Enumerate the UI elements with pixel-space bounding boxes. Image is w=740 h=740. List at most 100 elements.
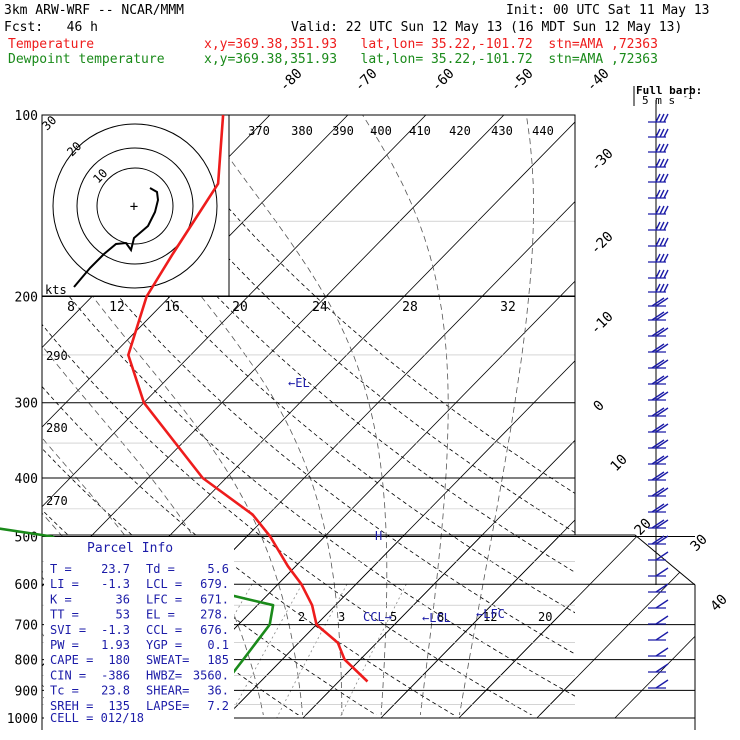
isotherm-20 xyxy=(305,439,575,715)
parcel-row-9-value: 135 xyxy=(108,699,130,713)
hodograph-ring-0 xyxy=(52,123,218,289)
wind-barb-23 xyxy=(648,471,669,481)
barb-flag-18-0 xyxy=(655,391,669,401)
theta-label-280: 280 xyxy=(46,421,68,435)
wind-barb-28 xyxy=(648,551,669,561)
dewpoint-trace xyxy=(0,527,275,683)
temperature-label: Temperature xyxy=(8,37,95,52)
theta-e-label-410: 410 xyxy=(409,124,431,138)
barb-flag-7-2 xyxy=(663,221,669,231)
parcel-row-9-label: SREH = xyxy=(50,699,93,713)
dewpoint-label: Dewpoint temperature xyxy=(8,52,165,67)
wind-barb-17 xyxy=(648,375,669,385)
temperature-station-info: x,y=369.38,351.93 lat,lon= 35.22,-101.72… xyxy=(204,37,658,52)
wind-barb-10 xyxy=(648,269,669,279)
isotherm-label--30: -30 xyxy=(588,146,617,175)
barb-flag-11-1 xyxy=(659,283,665,293)
theta-label-270: 270 xyxy=(46,494,68,508)
wind-barb-27 xyxy=(648,535,669,545)
wind-barb-36 xyxy=(648,679,669,689)
isotherm-60 xyxy=(615,115,740,718)
barb-flag-2-0 xyxy=(655,143,661,153)
isotherm--30 xyxy=(42,115,505,587)
barb-flag-21-0 xyxy=(655,439,669,449)
wind-barb-0 xyxy=(648,113,669,123)
isotherm-40 xyxy=(461,598,575,715)
barb-flag-15-1 xyxy=(651,343,665,353)
parcel-row-1-value: -1.3 xyxy=(101,577,130,591)
wind-barb-1 xyxy=(648,128,669,138)
isotherm-30 xyxy=(383,519,575,715)
barb-flag-17-0 xyxy=(655,375,669,385)
barb-flag-28-0 xyxy=(655,551,669,561)
barb-flag-36-0 xyxy=(655,679,669,689)
pressure-label-300: 300 xyxy=(15,397,38,412)
barb-flag-7-0 xyxy=(655,221,661,231)
isotherm-label-10: 10 xyxy=(608,452,631,475)
parcel-row-3-label: TT = xyxy=(50,608,79,622)
barb-flag-15-0 xyxy=(655,343,669,353)
barb-flag-6-1 xyxy=(659,205,665,215)
barb-flag-16-1 xyxy=(651,359,665,369)
barb-flag-12-0 xyxy=(655,297,669,307)
isotherm--50 xyxy=(42,115,349,428)
isotherm-label--40: -40 xyxy=(584,66,613,95)
parcel-row-0-value2: 5.6 xyxy=(207,562,229,576)
wind-barb-11 xyxy=(648,283,669,293)
isotherm-50 xyxy=(539,678,575,715)
parcel-row-4-label: SVI = xyxy=(50,623,86,637)
pressure-label-600: 600 xyxy=(15,578,38,593)
parcel-row-8-label2: SHEAR= xyxy=(146,684,189,698)
barb-flag-3-0 xyxy=(655,158,661,168)
parcel-row-2-label: K = xyxy=(50,592,72,606)
parcel-row-8-label: Tc = xyxy=(50,684,79,698)
pressure-label-1000: 1000 xyxy=(7,712,38,727)
wind-barb-16 xyxy=(648,359,669,369)
isotherm-label-0: 0 xyxy=(591,398,608,415)
wind-barb-8 xyxy=(648,237,669,247)
parcel-row-1-label2: LCL = xyxy=(146,577,182,591)
el-marker: ←EL xyxy=(288,376,310,390)
parcel-row-9-value2: 7.2 xyxy=(207,699,229,713)
theta-e-label-440: 440 xyxy=(532,124,554,138)
parcel-row-5-value2: 0.1 xyxy=(207,638,229,652)
parcel-row-2-label2: LFC = xyxy=(146,592,182,606)
theta-e-label-420: 420 xyxy=(449,124,471,138)
barb-flag-6-0 xyxy=(655,205,661,215)
isotherm-label-30: 30 xyxy=(688,532,711,555)
pressure-label-100: 100 xyxy=(15,109,38,124)
inset-x-label-32: 32 xyxy=(500,300,516,315)
barb-flag-19-1 xyxy=(651,407,665,417)
parcel-row-3-value: 53 xyxy=(116,608,130,622)
wind-barb-20 xyxy=(648,423,669,433)
lfc-marker: ←LFC xyxy=(476,607,505,621)
barb-flag-27-1 xyxy=(651,535,665,545)
theta-e-label-380: 380 xyxy=(291,124,313,138)
barb-flag-14-1 xyxy=(651,327,665,337)
barb-flag-35-0 xyxy=(655,663,669,673)
sounding-traces: ←EL H CCL→ ←LCL ←LFC xyxy=(0,114,505,683)
parcel-row-2-value2: 671. xyxy=(200,592,229,606)
wind-barb-35 xyxy=(648,663,669,673)
model-title: 3km ARW-WRF -- NCAR/MMM xyxy=(4,3,185,18)
parcel-row-7-label2: HWBZ= xyxy=(146,668,182,682)
isotherm-label--60: -60 xyxy=(429,66,458,95)
parcel-row-9-label2: LAPSE= xyxy=(146,699,189,713)
parcel-row-0-label: T = xyxy=(50,562,72,576)
barb-flag-9-1 xyxy=(659,253,665,263)
parcel-row-4-value: -1.3 xyxy=(101,623,130,637)
barb-flag-23-1 xyxy=(651,471,665,481)
inset-x-label-28: 28 xyxy=(402,300,418,315)
pressure-label-200: 200 xyxy=(15,291,38,306)
barb-flag-10-0 xyxy=(655,269,661,279)
parcel-row-6-label2: SWEAT= xyxy=(146,653,189,667)
barb-flag-16-0 xyxy=(655,359,669,369)
barb-flag-25-1 xyxy=(651,503,665,513)
wind-barb-19 xyxy=(648,407,669,417)
parcel-row-5-value: 1.93 xyxy=(101,638,130,652)
parcel-row-1-value2: 679. xyxy=(200,577,229,591)
hodograph-units: kts xyxy=(45,283,67,297)
isotherm-low-0 xyxy=(146,535,695,719)
barb-flag-2-2 xyxy=(663,143,669,153)
barb-flag-1-2 xyxy=(663,128,669,138)
